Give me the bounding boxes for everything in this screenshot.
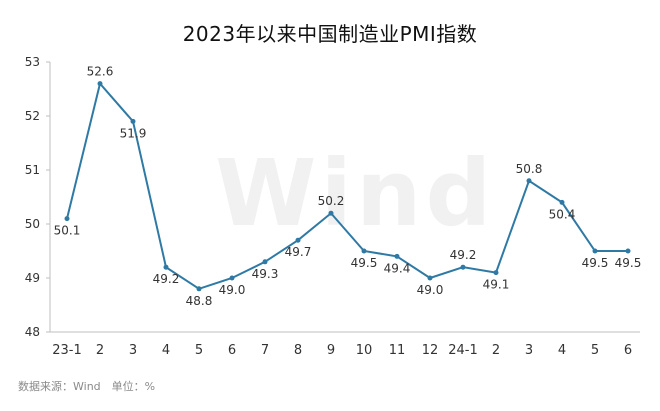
data-label: 50.1: [54, 224, 81, 238]
data-point: [427, 275, 433, 281]
y-tick-label: 53: [25, 55, 40, 69]
y-tick-label: 50: [25, 217, 40, 231]
x-tick-label: 11: [389, 343, 406, 358]
data-point: [130, 118, 136, 124]
x-tick-label: 6: [624, 343, 632, 358]
data-point: [262, 259, 268, 265]
x-tick-label: 3: [525, 343, 533, 358]
data-point: [97, 81, 103, 87]
y-tick-label: 51: [25, 163, 40, 177]
y-tick-label: 49: [25, 271, 40, 285]
data-label: 49.1: [483, 278, 510, 292]
data-label: 50.2: [318, 194, 345, 208]
y-tick-label: 48: [25, 325, 40, 339]
data-point: [526, 178, 532, 184]
x-tick-label: 9: [327, 343, 335, 358]
data-point: [559, 199, 565, 205]
data-point: [592, 248, 598, 254]
data-label: 50.8: [516, 162, 543, 176]
data-label: 49.7: [285, 245, 312, 259]
data-point: [196, 286, 202, 292]
x-tick-label: 12: [422, 343, 439, 358]
data-point: [625, 248, 631, 254]
data-label: 49.0: [219, 283, 246, 297]
x-tick-label: 2: [96, 343, 104, 358]
data-point: [493, 270, 499, 276]
x-tick-label: 10: [356, 343, 373, 358]
data-point: [229, 275, 235, 281]
data-label: 49.5: [351, 256, 378, 270]
data-point: [460, 264, 466, 270]
data-point: [361, 248, 367, 254]
x-tick-label: 24-1: [448, 343, 478, 358]
data-label: 49.2: [450, 248, 477, 262]
x-tick-label: 3: [129, 343, 137, 358]
x-tick-label: 2: [492, 343, 500, 358]
data-point: [64, 216, 70, 222]
x-tick-label: 7: [261, 343, 269, 358]
x-tick-label: 4: [558, 343, 566, 358]
x-tick-label: 23-1: [52, 343, 82, 358]
chart-title: 2023年以来中国制造业PMI指数: [182, 22, 478, 46]
data-point: [394, 253, 400, 259]
data-label: 49.2: [153, 272, 180, 286]
data-label: 49.5: [582, 256, 609, 270]
x-tick-label: 4: [162, 343, 170, 358]
watermark-logo: Wind: [215, 140, 496, 247]
data-label: 52.6: [87, 65, 114, 79]
data-point: [163, 264, 169, 270]
series-line: [66, 81, 628, 290]
data-point: [295, 237, 301, 243]
y-tick-label: 52: [25, 109, 40, 123]
data-label: 49.5: [615, 256, 642, 270]
data-label: 49.3: [252, 267, 279, 281]
data-label: 51.9: [120, 126, 147, 140]
data-label: 49.0: [417, 283, 444, 297]
data-label: 48.8: [186, 294, 213, 308]
data-point: [328, 210, 334, 216]
x-tick-label: 8: [294, 343, 302, 358]
data-label: 50.4: [549, 207, 576, 221]
x-tick-label: 5: [195, 343, 203, 358]
x-tick-label: 5: [591, 343, 599, 358]
source-note: 数据来源：Wind 单位：%: [18, 380, 156, 393]
data-label: 49.4: [384, 261, 411, 275]
x-tick-label: 6: [228, 343, 236, 358]
